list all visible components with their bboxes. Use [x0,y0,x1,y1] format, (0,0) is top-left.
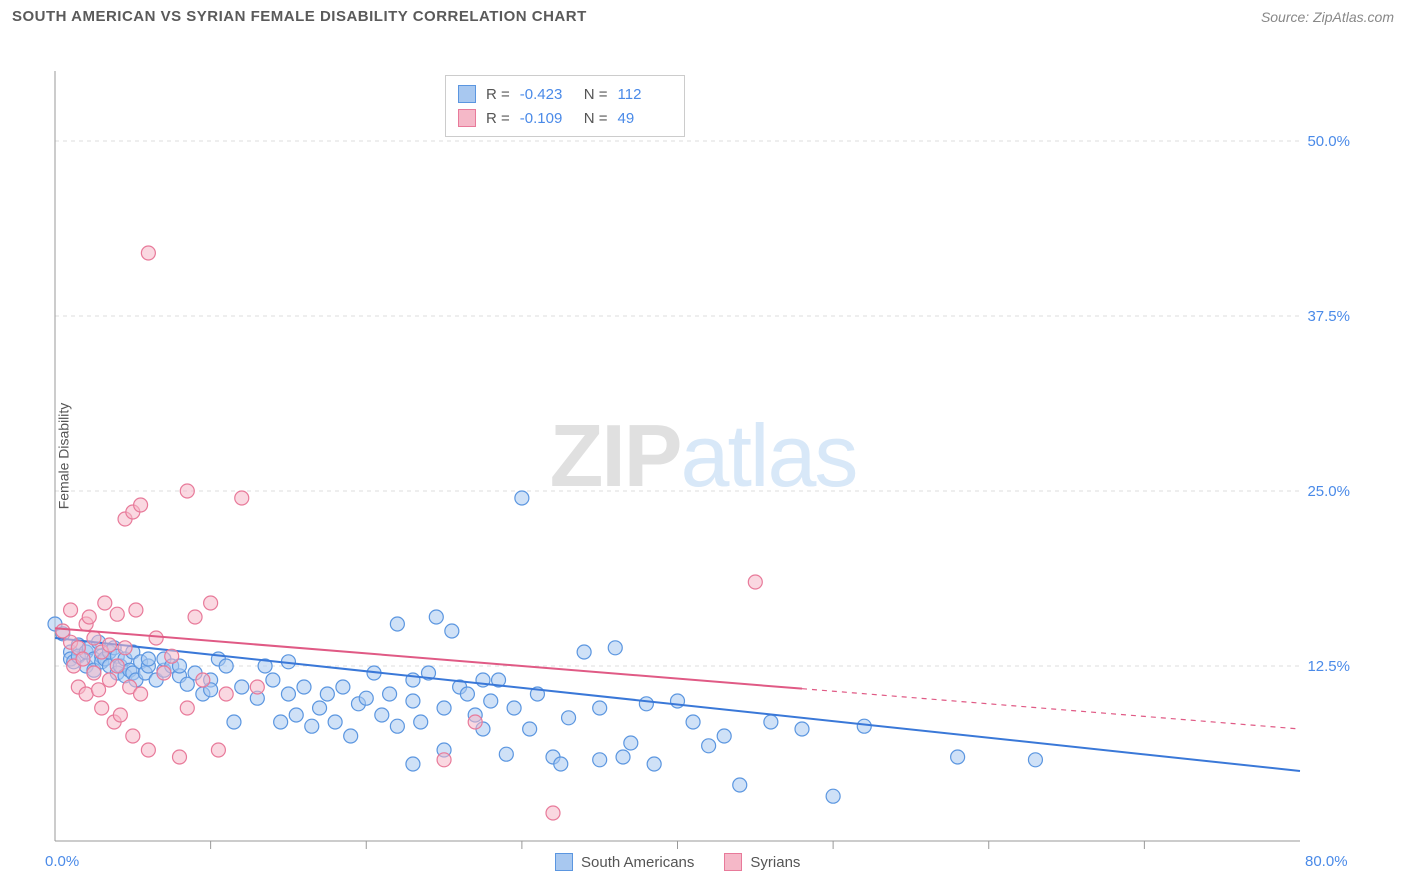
svg-text:50.0%: 50.0% [1307,133,1350,150]
legend-item: South Americans [555,853,694,871]
n-value: 49 [618,110,672,127]
r-value: -0.109 [520,110,574,127]
svg-text:12.5%: 12.5% [1307,658,1350,675]
legend-label: South Americans [581,854,694,871]
correlation-legend: R = -0.423 N = 112 R = -0.109 N = 49 [445,75,685,137]
legend-item: Syrians [724,853,800,871]
legend-label: Syrians [750,854,800,871]
x-axis-max-label: 80.0% [1305,853,1348,870]
r-value: -0.423 [520,86,574,103]
y-axis-label: Female Disability [55,403,71,510]
correlation-row: R = -0.109 N = 49 [458,106,672,130]
legend-swatch [458,85,476,103]
chart-header: SOUTH AMERICAN VS SYRIAN FEMALE DISABILI… [0,0,1406,31]
svg-text:25.0%: 25.0% [1307,483,1350,500]
r-label: R = [486,86,510,103]
chart-area: ZIPatlas Female Disability 12.5%25.0%37.… [0,31,1406,881]
correlation-row: R = -0.423 N = 112 [458,82,672,106]
legend-swatch [724,853,742,871]
n-label: N = [584,86,608,103]
x-axis-min-label: 0.0% [45,853,79,870]
n-label: N = [584,110,608,127]
r-label: R = [486,110,510,127]
legend-swatch [555,853,573,871]
series-legend: South Americans Syrians [555,853,800,871]
legend-swatch [458,109,476,127]
scatter-chart: 12.5% 25.0% 37.5% 50.0% [0,31,1406,881]
chart-source: Source: ZipAtlas.com [1261,9,1394,25]
n-value: 112 [618,86,672,103]
chart-title: SOUTH AMERICAN VS SYRIAN FEMALE DISABILI… [12,8,587,25]
svg-text:37.5%: 37.5% [1307,308,1350,325]
